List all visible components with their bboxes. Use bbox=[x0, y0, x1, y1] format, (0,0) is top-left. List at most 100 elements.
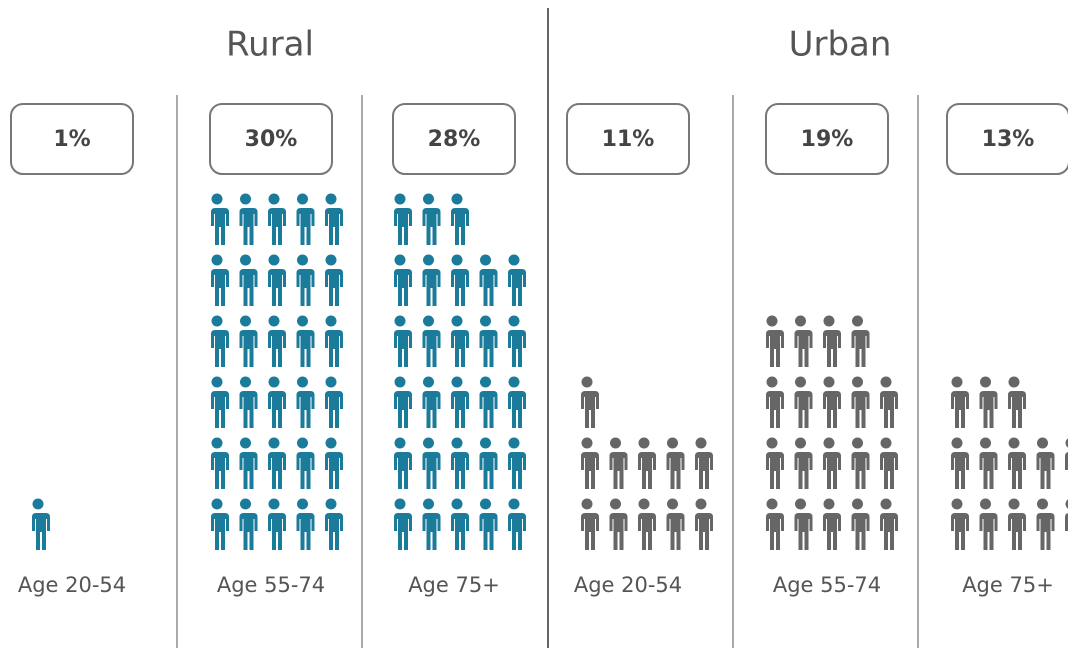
person-body bbox=[849, 452, 870, 489]
value-label: 1% bbox=[53, 127, 90, 152]
person-body bbox=[878, 452, 898, 489]
person-body bbox=[949, 391, 969, 428]
person-icon bbox=[477, 437, 498, 489]
person-icon bbox=[323, 193, 343, 245]
person-icon bbox=[1063, 499, 1068, 531]
person-body bbox=[878, 513, 898, 550]
person-body bbox=[477, 513, 498, 550]
person-icon bbox=[420, 498, 441, 550]
person-body bbox=[878, 391, 898, 428]
person-icon bbox=[506, 498, 526, 550]
person-head bbox=[240, 437, 251, 449]
person-icon bbox=[323, 376, 343, 428]
person-body bbox=[449, 208, 469, 245]
person-head bbox=[581, 437, 593, 449]
person-head bbox=[980, 437, 991, 449]
person-body bbox=[392, 269, 412, 306]
person-head bbox=[638, 437, 650, 449]
person-body bbox=[237, 391, 258, 428]
person-head bbox=[211, 315, 223, 327]
person-body bbox=[1034, 452, 1055, 489]
person-icon bbox=[420, 376, 441, 428]
person-icon bbox=[237, 193, 258, 245]
person-icon bbox=[1063, 438, 1068, 470]
group-title: Rural bbox=[226, 25, 314, 65]
category-label: Age 75+ bbox=[962, 573, 1054, 597]
person-head bbox=[325, 498, 337, 510]
person-icon bbox=[30, 498, 50, 550]
category-label: Age 55-74 bbox=[217, 573, 325, 597]
person-head bbox=[325, 315, 337, 327]
person-body bbox=[821, 330, 841, 367]
person-head bbox=[325, 193, 337, 205]
person-body bbox=[949, 452, 969, 489]
person-head bbox=[1008, 376, 1020, 388]
person-head bbox=[394, 437, 406, 449]
person-icon bbox=[506, 254, 526, 306]
person-icon bbox=[878, 437, 898, 489]
category-label: Age 75+ bbox=[408, 573, 500, 597]
person-head bbox=[394, 193, 406, 205]
person-head bbox=[610, 498, 621, 510]
person-icon bbox=[949, 498, 969, 550]
person-body bbox=[449, 269, 469, 306]
person-head bbox=[508, 437, 520, 449]
person-icon bbox=[821, 376, 841, 428]
person-body bbox=[237, 330, 258, 367]
person-head bbox=[297, 437, 308, 449]
person-icon bbox=[821, 498, 841, 550]
person-head bbox=[766, 376, 778, 388]
person-body bbox=[420, 513, 441, 550]
person-head bbox=[211, 376, 223, 388]
person-body bbox=[636, 513, 656, 550]
person-body bbox=[792, 330, 813, 367]
person-icon bbox=[764, 437, 784, 489]
icon-stack bbox=[209, 193, 343, 550]
person-icon bbox=[266, 254, 286, 306]
person-head bbox=[297, 193, 308, 205]
person-head bbox=[268, 254, 280, 266]
person-icon bbox=[420, 315, 441, 367]
person-head bbox=[951, 376, 963, 388]
person-body bbox=[664, 513, 685, 550]
person-icon bbox=[209, 315, 229, 367]
person-icon bbox=[477, 254, 498, 306]
person-body bbox=[294, 391, 315, 428]
person-icon bbox=[237, 254, 258, 306]
person-head bbox=[508, 315, 520, 327]
person-icon bbox=[949, 376, 969, 428]
person-head bbox=[480, 437, 491, 449]
person-body bbox=[420, 269, 441, 306]
person-body bbox=[579, 513, 599, 550]
person-body bbox=[30, 513, 50, 550]
person-icon bbox=[977, 498, 998, 550]
person-head bbox=[795, 315, 806, 327]
person-body bbox=[477, 452, 498, 489]
person-body bbox=[294, 269, 315, 306]
person-head bbox=[766, 315, 778, 327]
person-head bbox=[451, 315, 463, 327]
person-body bbox=[266, 513, 286, 550]
person-body bbox=[764, 452, 784, 489]
person-body bbox=[506, 330, 526, 367]
person-head bbox=[638, 498, 650, 510]
person-body bbox=[449, 452, 469, 489]
person-body bbox=[237, 208, 258, 245]
person-icon bbox=[878, 376, 898, 428]
person-body bbox=[1006, 452, 1026, 489]
person-head bbox=[1008, 498, 1020, 510]
person-body bbox=[209, 269, 229, 306]
person-head bbox=[508, 376, 520, 388]
person-body bbox=[693, 513, 713, 550]
person-icon bbox=[323, 498, 343, 550]
person-icon bbox=[764, 315, 784, 367]
person-head bbox=[823, 376, 835, 388]
person-icon bbox=[792, 498, 813, 550]
person-icon bbox=[636, 498, 656, 550]
person-head bbox=[695, 437, 707, 449]
person-body bbox=[693, 452, 713, 489]
person-icon bbox=[821, 315, 841, 367]
person-body bbox=[323, 452, 343, 489]
person-head bbox=[610, 437, 621, 449]
person-head bbox=[211, 498, 223, 510]
